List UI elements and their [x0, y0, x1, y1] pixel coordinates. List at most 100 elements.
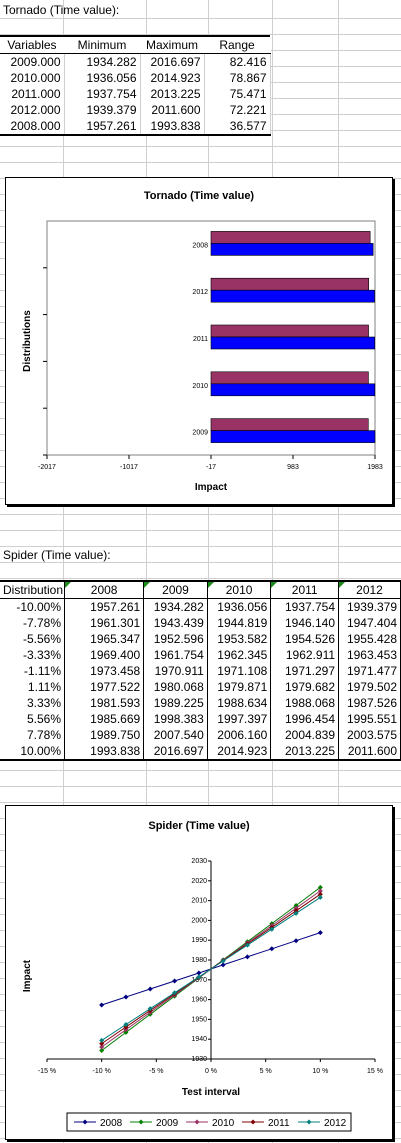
spider-cell[interactable]: 1943.439 [143, 615, 208, 631]
tornado-cell[interactable]: 2010.000 [0, 70, 65, 86]
spider-cell[interactable]: 1989.225 [143, 695, 208, 711]
spider-cell[interactable]: 1989.750 [64, 727, 145, 743]
grid-row-line [0, 770, 401, 771]
spider-cell[interactable]: -10.00% [0, 598, 66, 615]
spider-cell[interactable]: -3.33% [0, 647, 66, 663]
spider-cell[interactable]: 1996.454 [270, 711, 340, 727]
spider-cell[interactable]: 1988.634 [207, 695, 272, 711]
tornado-cell[interactable]: 1936.056 [64, 70, 141, 86]
spider-cell[interactable]: 1961.754 [143, 647, 208, 663]
tornado-cell[interactable]: 2009.000 [0, 53, 65, 70]
spider-point [99, 1044, 105, 1050]
spider-cell[interactable]: 1979.502 [338, 679, 401, 695]
spider-cell[interactable]: 2016.697 [143, 743, 208, 761]
spider-cell[interactable]: 1993.838 [64, 743, 145, 761]
tornado-bar [210, 371, 369, 385]
spider-cell[interactable]: 1.11% [0, 679, 66, 695]
spider-cell[interactable]: 1970.911 [143, 663, 208, 679]
spider-cell[interactable]: 1997.397 [207, 711, 272, 727]
spider-cell[interactable]: 1987.526 [338, 695, 401, 711]
spider-cell[interactable]: -7.78% [0, 615, 66, 631]
tornado-cell[interactable]: 2012.000 [0, 102, 65, 118]
grid-row-line [0, 530, 401, 531]
tornado-cell[interactable]: 2014.923 [140, 70, 205, 86]
spider-cell[interactable]: -1.11% [0, 663, 66, 679]
spider-cell[interactable]: 2013.225 [270, 743, 340, 761]
spider-cell[interactable]: 1979.871 [207, 679, 272, 695]
spider-cell[interactable]: 1980.068 [143, 679, 208, 695]
spider-cell[interactable]: 1962.911 [270, 647, 340, 663]
tornado-cell[interactable]: 1939.379 [64, 102, 141, 118]
spider-cell[interactable]: 1957.261 [64, 598, 145, 615]
spider-cell[interactable]: 7.78% [0, 727, 66, 743]
spider-cell[interactable]: 10.00% [0, 743, 66, 761]
tornado-cell[interactable]: 1937.754 [64, 86, 141, 102]
spider-cell[interactable]: 1936.056 [207, 598, 272, 615]
spider-cell[interactable]: 1944.819 [207, 615, 272, 631]
spider-cell[interactable]: 1981.593 [64, 695, 145, 711]
spider-cell[interactable]: 2003.575 [338, 727, 401, 743]
spider-cell[interactable]: 1962.345 [207, 647, 272, 663]
spider-point [293, 910, 299, 916]
grid-row-line [0, 18, 401, 19]
spider-cell[interactable]: 2004.839 [270, 727, 340, 743]
spider-cell[interactable]: 1979.682 [270, 679, 340, 695]
spider-cell[interactable]: 1939.379 [338, 598, 401, 615]
tornado-cell[interactable]: 2011.600 [140, 102, 205, 118]
spider-point [220, 958, 226, 964]
spider-cell[interactable]: -5.56% [0, 631, 66, 647]
spider-cell[interactable]: 1963.453 [338, 647, 401, 663]
spider-cell[interactable]: 5.56% [0, 711, 66, 727]
spider-cell[interactable]: 1953.582 [207, 631, 272, 647]
tornado-cell[interactable]: 1934.282 [64, 53, 141, 70]
spider-table-row: 10.00% 1993.838 2016.697 2014.923 2013.225 20… [0, 743, 401, 761]
spider-cell[interactable]: 1954.526 [270, 631, 340, 647]
spider-cell[interactable]: 1955.428 [338, 631, 401, 647]
tornado-bar [210, 430, 376, 443]
spider-cell[interactable]: 1934.282 [143, 598, 208, 615]
tornado-cell[interactable]: 82.416 [204, 53, 271, 70]
tornado-cell[interactable]: 1957.261 [64, 118, 141, 136]
spider-cell[interactable]: 1985.669 [64, 711, 145, 727]
spider-cell[interactable]: 1946.140 [270, 615, 340, 631]
tornado-cell[interactable]: 72.221 [204, 102, 271, 118]
spider-cell[interactable]: 2007.540 [143, 727, 208, 743]
spider-cell[interactable]: 1965.347 [64, 631, 145, 647]
tornado-cell[interactable]: 78.867 [204, 70, 271, 86]
spider-cell[interactable]: 1971.477 [338, 663, 401, 679]
spider-cell[interactable]: 3.33% [0, 695, 66, 711]
tornado-bar [210, 231, 371, 244]
tornado-table-row: 2010.000 1936.056 2014.923 78.867 [0, 70, 271, 86]
spider-cell[interactable]: 2014.923 [207, 743, 272, 761]
spider-cell[interactable]: 1971.297 [270, 663, 340, 679]
spider-cell[interactable]: 1952.596 [143, 631, 208, 647]
tornado-cell[interactable]: 2008.000 [0, 118, 65, 136]
spider-cell[interactable]: 1977.522 [64, 679, 145, 695]
tornado-table-row: 2008.000 1957.261 1993.838 36.577 [0, 118, 271, 136]
spider-y-axis-label: Impact [22, 959, 33, 992]
spider-cell[interactable]: 1947.404 [338, 615, 401, 631]
tornado-cell[interactable]: 75.471 [204, 86, 271, 102]
spider-chart[interactable]: Spider (Time value) Impact Test interval… [5, 805, 393, 1140]
spider-cell[interactable]: 1971.108 [207, 663, 272, 679]
tornado-chart[interactable]: Tornado (Time value) Distributions Impac… [5, 177, 393, 505]
tornado-y-axis-label: Distributions [22, 310, 33, 372]
tornado-cell[interactable]: 2011.000 [0, 86, 65, 102]
tornado-bar [210, 243, 374, 256]
spider-cell[interactable]: 1937.754 [270, 598, 340, 615]
spider-y-tick-label: 1950 [191, 1016, 207, 1023]
spider-cell[interactable]: 1969.400 [64, 647, 145, 663]
spider-cell[interactable]: 1988.068 [270, 695, 340, 711]
tornado-cell[interactable]: 2013.225 [140, 86, 205, 102]
spider-cell[interactable]: 1961.301 [64, 615, 145, 631]
spider-cell[interactable]: 2006.160 [207, 727, 272, 743]
spider-cell[interactable]: 1995.551 [338, 711, 401, 727]
spider-cell[interactable]: 1998.383 [143, 711, 208, 727]
tornado-cell[interactable]: 36.577 [204, 118, 271, 136]
spider-cell[interactable]: 2011.600 [338, 743, 401, 761]
tornado-x-tick-label: -17 [206, 464, 216, 471]
spider-cell[interactable]: 1973.458 [64, 663, 145, 679]
tornado-cell[interactable]: 1993.838 [140, 118, 205, 136]
tornado-cell[interactable]: 2016.697 [140, 53, 205, 70]
tornado-bar [210, 289, 375, 303]
